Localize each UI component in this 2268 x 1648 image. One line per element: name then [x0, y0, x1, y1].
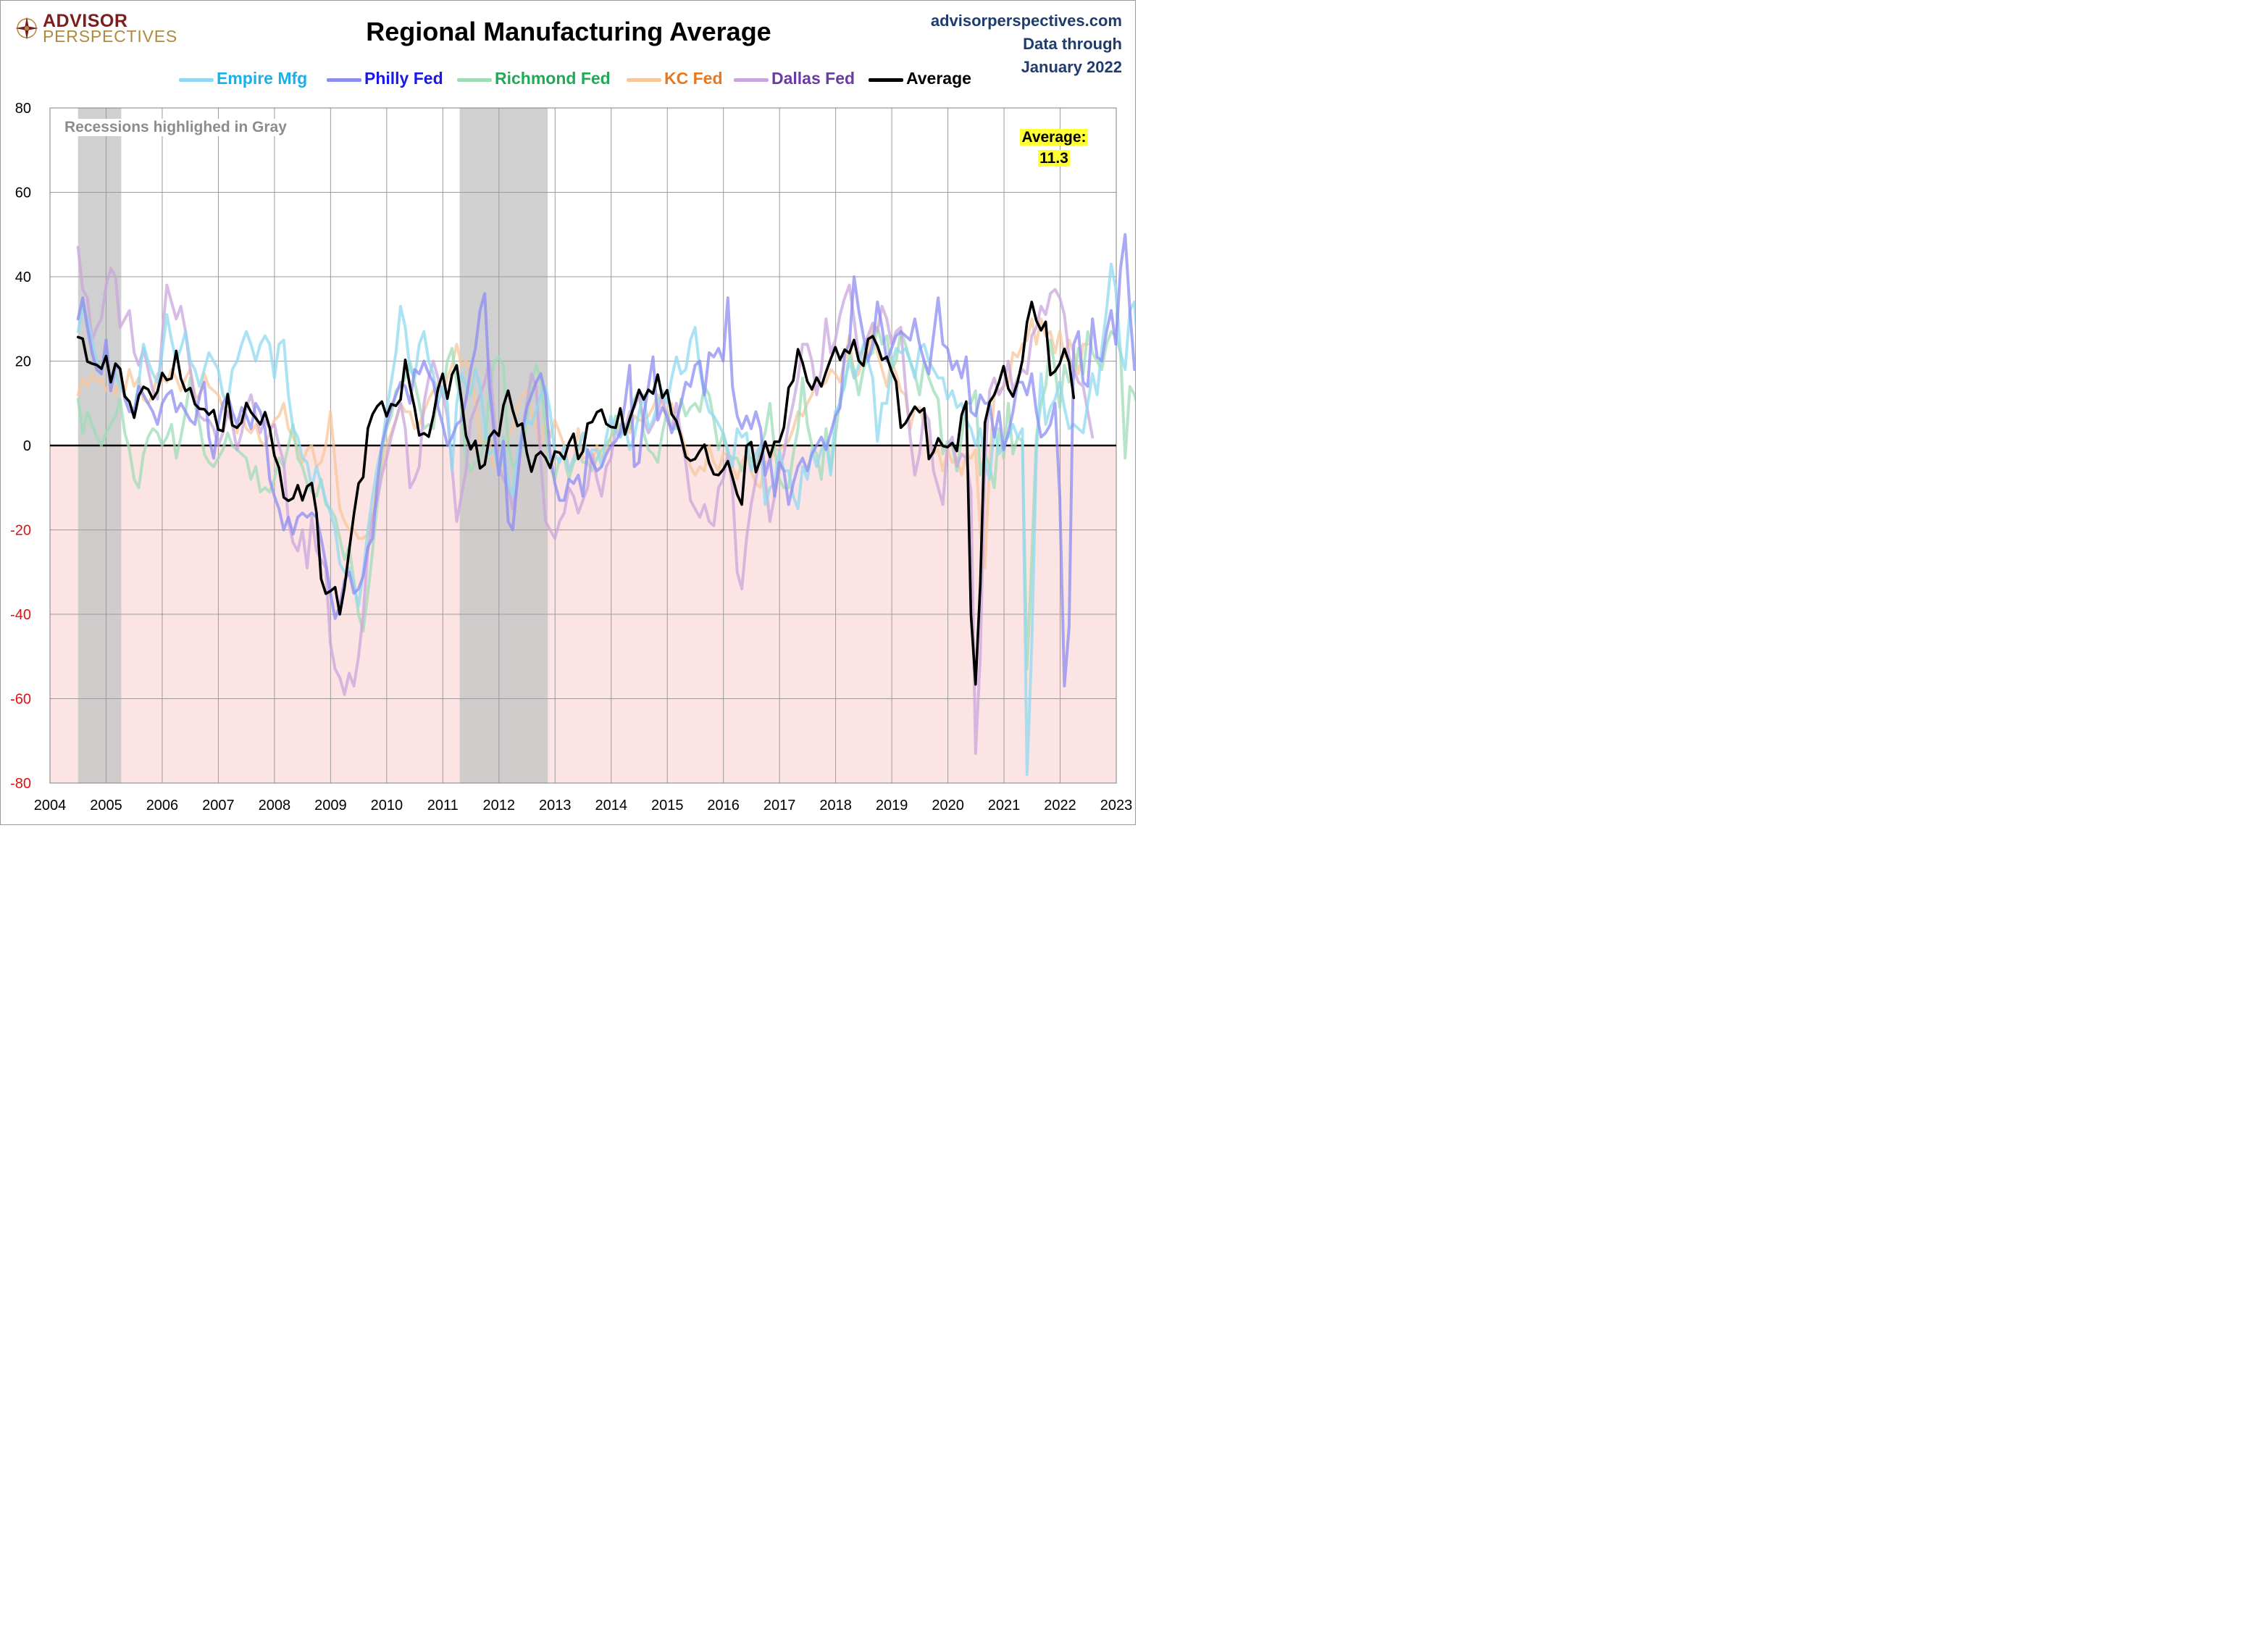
advisor-perspectives-logo: ADVISOR PERSPECTIVES — [14, 11, 177, 46]
x-tick-label: 2009 — [314, 798, 347, 813]
average-callout: Average: 11.3 — [1019, 127, 1089, 169]
average-callout-value: 11.3 — [1038, 150, 1070, 167]
plot-border — [49, 107, 1117, 784]
recession-band-0 — [78, 108, 122, 783]
series-line-richmond — [76, 325, 1135, 671]
chart-title: Regional Manufacturing Average — [366, 17, 771, 46]
x-tick-label: 2020 — [932, 798, 964, 813]
legend-label-kc: KC Fed — [664, 69, 723, 88]
x-tick-label: 2015 — [651, 798, 684, 813]
legend-swatch-philly — [327, 78, 361, 82]
compass-rose-icon — [15, 17, 38, 40]
recessions-note: Recessions highlighed in Gray — [63, 119, 288, 136]
source-block: advisorperspectives.com Data through Jan… — [931, 9, 1122, 79]
legend-label-average: Average — [906, 69, 971, 88]
logo-word-perspectives: PERSPECTIVES — [43, 27, 177, 46]
legend-swatch-richmond — [457, 78, 492, 82]
y-tick-label: 60 — [15, 185, 31, 201]
x-tick-label: 2010 — [371, 798, 403, 813]
x-tick-label: 2011 — [427, 798, 459, 813]
series-line-kc — [76, 317, 1089, 569]
legend-label-dallas: Dallas Fed — [771, 69, 855, 88]
legend-label-empire: Empire Mfg — [217, 69, 308, 88]
source-line3: January 2022 — [1021, 58, 1122, 76]
legend: Empire Mfg Philly Fed Richmond Fed KC Fe… — [1, 67, 1135, 92]
y-tick-label: -20 — [10, 523, 31, 539]
source-site[interactable]: advisorperspectives.com — [930, 12, 1122, 30]
series-line-empire — [76, 262, 1135, 777]
x-tick-label: 2013 — [539, 798, 572, 813]
x-tick-label: 2017 — [763, 798, 796, 813]
x-tick-label: 2004 — [34, 798, 67, 813]
legend-swatch-empire — [179, 78, 214, 82]
legend-swatch-dallas — [734, 78, 769, 82]
x-tick-label: 2014 — [595, 798, 627, 813]
x-tick-label: 2007 — [202, 798, 235, 813]
series-line-philly — [76, 233, 1135, 687]
x-tick-label: 2022 — [1044, 798, 1076, 813]
x-tick-label: 2008 — [259, 798, 291, 813]
legend-label-philly: Philly Fed — [364, 69, 443, 88]
x-tick-label: 2023 — [1100, 798, 1133, 813]
x-tick-label: 2016 — [707, 798, 740, 813]
y-tick-label: 20 — [15, 354, 31, 370]
x-tick-label: 2012 — [483, 798, 516, 813]
source-line2: Data through — [1023, 35, 1122, 53]
x-tick-label: 2021 — [988, 798, 1021, 813]
series-line-dallas — [76, 246, 1095, 756]
recession-band-1 — [459, 108, 548, 783]
legend-swatch-average — [869, 78, 903, 82]
y-tick-label: -80 — [10, 776, 31, 792]
y-tick-label: 40 — [15, 269, 31, 285]
x-tick-label: 2006 — [146, 798, 179, 813]
x-tick-label: 2005 — [90, 798, 122, 813]
average-callout-label: Average: — [1020, 129, 1088, 146]
chart-page: ADVISOR PERSPECTIVES Regional Manufactur… — [0, 0, 1136, 825]
negative-zone — [50, 446, 1116, 783]
y-tick-label: 80 — [15, 101, 31, 117]
y-tick-label: 0 — [23, 438, 31, 454]
logo-word-advisor: ADVISOR — [43, 11, 128, 31]
x-tick-label: 2018 — [819, 798, 852, 813]
legend-label-richmond: Richmond Fed — [495, 69, 611, 88]
y-tick-label: -60 — [10, 692, 31, 708]
y-tick-label: -40 — [10, 607, 31, 623]
x-tick-label: 2019 — [876, 798, 908, 813]
legend-swatch-kc — [627, 78, 661, 82]
series-line-average — [76, 301, 1076, 686]
